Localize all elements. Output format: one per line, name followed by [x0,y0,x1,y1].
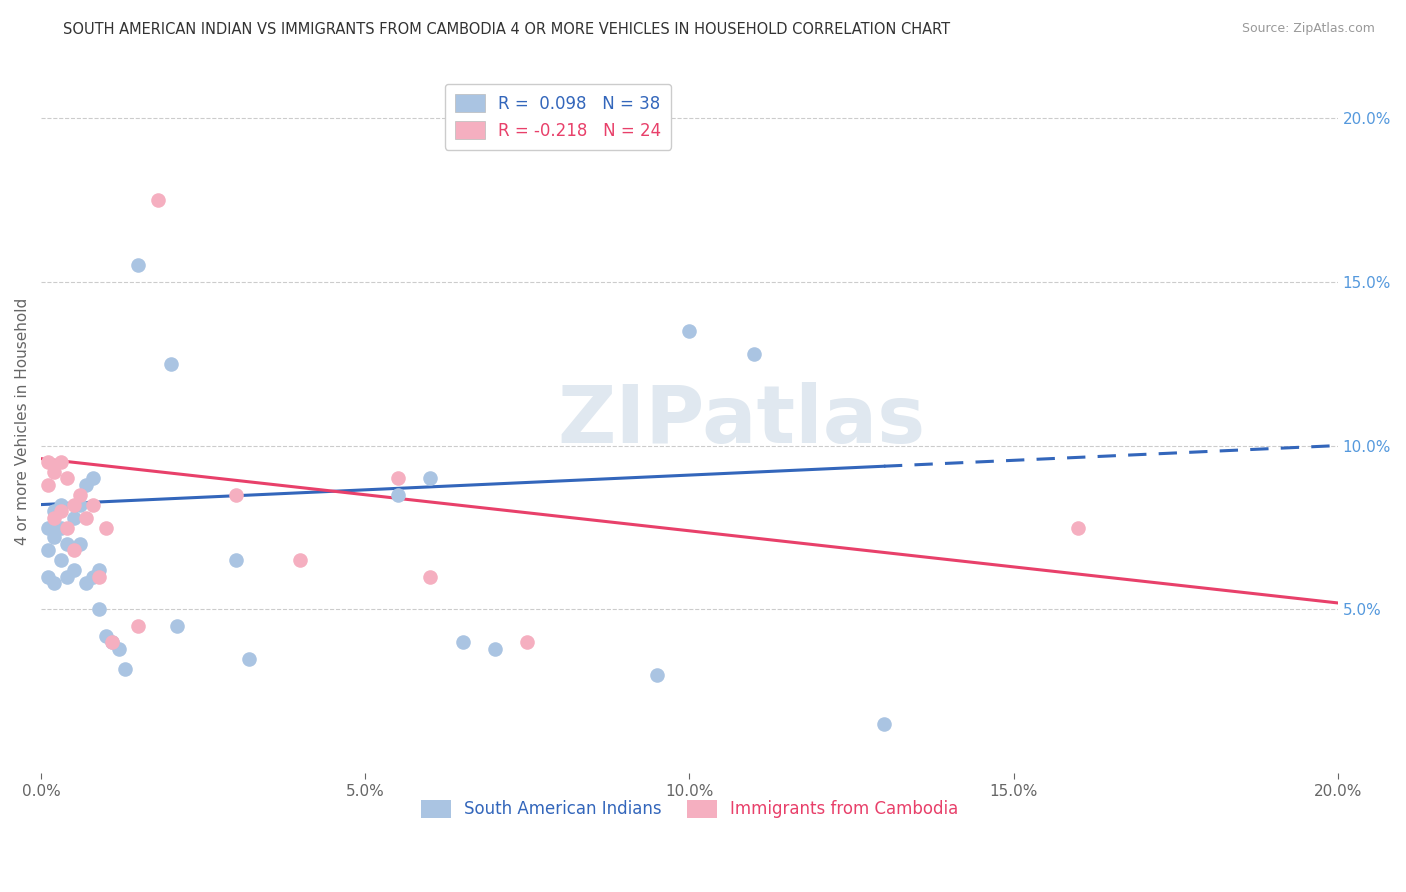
Point [146,193,169,207]
Point [645,668,668,682]
Y-axis label: 4 or more Vehicles in Household: 4 or more Vehicles in Household [15,297,30,545]
Point [76,576,98,591]
Point [69,488,91,502]
Point [37,478,59,492]
Point [873,717,896,731]
Point [49,520,72,534]
Point [62,510,84,524]
Point [82,570,104,584]
Point [101,635,124,649]
Point [37,543,59,558]
Point [742,347,765,361]
Point [94,520,117,534]
Point [49,498,72,512]
Point [114,661,136,675]
Point [49,504,72,518]
Point [76,510,98,524]
Point [82,498,104,512]
Point [108,641,131,656]
Point [387,488,409,502]
Point [42,576,65,591]
Text: SOUTH AMERICAN INDIAN VS IMMIGRANTS FROM CAMBODIA 4 OR MORE VEHICLES IN HOUSEHOL: SOUTH AMERICAN INDIAN VS IMMIGRANTS FROM… [63,22,950,37]
Point [419,471,441,485]
Point [89,563,111,577]
Point [451,635,474,649]
Point [49,553,72,567]
Point [62,543,84,558]
Point [42,465,65,479]
Point [42,530,65,544]
Legend: South American Indians, Immigrants from Cambodia: South American Indians, Immigrants from … [413,793,965,825]
Point [49,455,72,469]
Point [37,520,59,534]
Point [678,324,700,338]
Point [56,537,79,551]
Point [225,488,247,502]
Point [101,635,124,649]
Text: Source: ZipAtlas.com: Source: ZipAtlas.com [1241,22,1375,36]
Point [56,570,79,584]
Point [225,553,247,567]
Point [42,504,65,518]
Text: ZIPatlas: ZIPatlas [557,382,925,460]
Point [127,258,149,272]
Point [387,471,409,485]
Point [69,498,91,512]
Point [1067,520,1090,534]
Point [159,357,181,371]
Point [516,635,538,649]
Point [37,570,59,584]
Point [76,478,98,492]
Point [166,619,188,633]
Point [89,570,111,584]
Point [56,520,79,534]
Point [42,510,65,524]
Point [238,651,260,665]
Point [62,563,84,577]
Point [127,619,149,633]
Point [290,553,312,567]
Point [82,471,104,485]
Point [89,602,111,616]
Point [94,629,117,643]
Point [56,471,79,485]
Point [419,570,441,584]
Point [37,455,59,469]
Point [62,498,84,512]
Point [69,537,91,551]
Point [484,641,506,656]
